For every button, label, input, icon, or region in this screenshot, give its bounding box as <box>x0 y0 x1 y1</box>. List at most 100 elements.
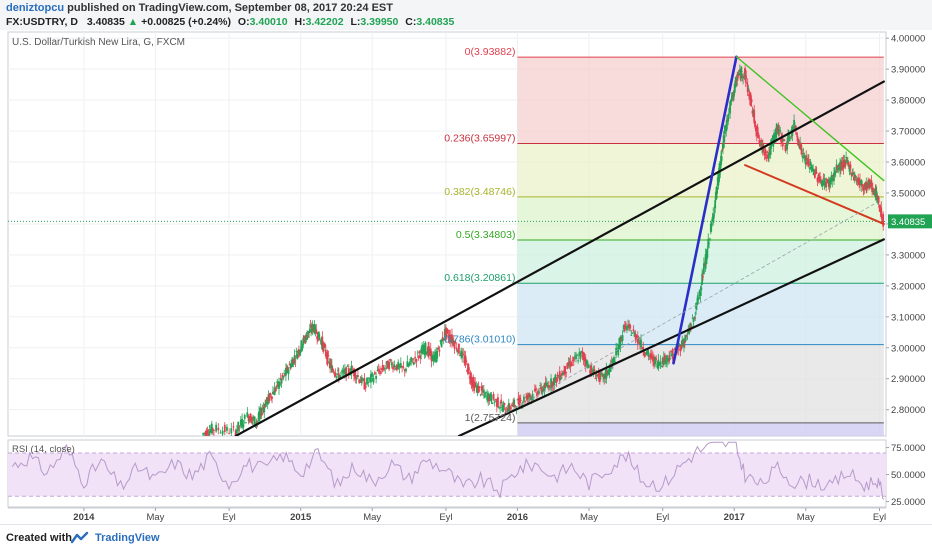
time-tick-label: 2017 <box>724 512 745 523</box>
candle-body <box>553 377 556 387</box>
candle-body <box>324 343 326 348</box>
candle-body <box>411 358 414 360</box>
candle-body <box>618 338 621 350</box>
candle-body <box>478 386 481 388</box>
candle-body <box>723 135 726 143</box>
candle-body <box>497 397 499 407</box>
candle-body <box>562 372 564 376</box>
candle-body <box>542 388 545 391</box>
candle-body <box>551 382 554 388</box>
candle-body <box>597 370 600 380</box>
candle-body <box>658 362 661 366</box>
candle-body <box>456 350 459 353</box>
candle-body <box>611 358 614 364</box>
open-value: 3.40010 <box>249 16 288 28</box>
candle-body <box>282 376 285 379</box>
candle-body <box>595 374 598 376</box>
candle-body <box>736 77 739 81</box>
candle-body <box>578 352 581 355</box>
candle-body <box>822 177 825 179</box>
candle-body <box>620 338 623 341</box>
candle-body <box>433 356 436 361</box>
candle-body <box>359 379 362 383</box>
candle-body <box>672 354 675 356</box>
candle-body <box>237 421 240 431</box>
time-tick-label: Eyl <box>873 512 886 523</box>
candle-body <box>673 349 676 351</box>
candle-body <box>396 364 398 371</box>
candle-body <box>721 149 724 151</box>
candle-body <box>215 424 218 432</box>
candle-body <box>219 432 222 434</box>
candle-body <box>769 143 772 155</box>
candle-body <box>356 375 359 378</box>
candle-body <box>465 360 468 363</box>
candle-body <box>397 361 400 369</box>
candle-body <box>527 397 530 399</box>
candle-body <box>594 378 597 380</box>
candle-body <box>576 355 578 357</box>
trendline-channel-lower <box>457 238 885 436</box>
candle-body <box>437 347 440 350</box>
candle-body <box>495 398 498 407</box>
candle-body <box>878 205 881 209</box>
candle-body <box>609 365 612 372</box>
candle-body <box>324 349 327 357</box>
publish-info: deniztopcu published on TradingView.com,… <box>6 2 393 14</box>
candle-body <box>575 355 577 360</box>
candle-body <box>557 377 560 379</box>
candle-body <box>644 355 647 357</box>
rsi-layer <box>8 441 886 500</box>
candle-body <box>392 366 394 370</box>
tradingview-brand-link[interactable]: TradingView <box>95 532 160 544</box>
candle-body <box>410 357 413 362</box>
candle-body <box>520 405 523 406</box>
candle-body <box>593 369 596 374</box>
fib-level-label: 0.382(3.48746) <box>444 186 515 198</box>
candle-body <box>615 348 617 356</box>
price-tick-label: 2.80000 <box>891 405 925 416</box>
candle-body <box>667 358 670 360</box>
candle-body <box>833 172 835 182</box>
trendline-red-descending <box>744 164 885 225</box>
candle-body <box>740 69 743 79</box>
candle-body <box>459 354 461 357</box>
candle-body <box>242 424 245 428</box>
candle-body <box>622 325 625 330</box>
candle-body <box>547 385 550 390</box>
candle-body <box>579 351 582 360</box>
candle-body <box>489 393 492 400</box>
candle-body <box>384 367 387 369</box>
candle-body <box>610 361 613 363</box>
high-value: 3.42202 <box>305 16 344 28</box>
candle-body <box>632 329 635 332</box>
price-change: +0.00825 (+0.24%) <box>141 16 231 28</box>
candle-body <box>358 379 361 383</box>
candle-body <box>777 124 780 135</box>
candle-body <box>729 101 732 103</box>
candle-body <box>241 418 244 428</box>
candle-body <box>690 326 693 327</box>
candle-body <box>312 324 314 329</box>
username-link[interactable]: deniztopcu <box>6 2 65 14</box>
price-tick-label: 2.90000 <box>891 374 925 385</box>
candle-body <box>337 369 339 371</box>
candle-body <box>328 361 331 364</box>
candle-body <box>319 340 322 342</box>
chart-area[interactable]: 0(3.93882) 0.236(3.65997) 0.382(3.48746) 0.… <box>0 30 932 524</box>
candle-body <box>454 342 457 344</box>
candle-body <box>538 391 541 393</box>
candle-body <box>792 126 795 132</box>
candle-body <box>635 336 638 339</box>
quote-line: FX:USDTRY, D 3.40835 ▲ +0.00825 (+0.24%)… <box>6 16 454 28</box>
candle-body <box>516 399 519 401</box>
candle-body <box>528 393 531 398</box>
candle-body <box>481 390 484 393</box>
candle-body <box>636 335 639 344</box>
candle-body <box>709 238 711 240</box>
candle-body <box>291 360 294 368</box>
price-tick-label: 3.10000 <box>891 312 925 323</box>
header-bar: deniztopcu published on TradingView.com,… <box>0 0 932 30</box>
candle-body <box>470 376 473 384</box>
candle-body <box>228 432 231 434</box>
